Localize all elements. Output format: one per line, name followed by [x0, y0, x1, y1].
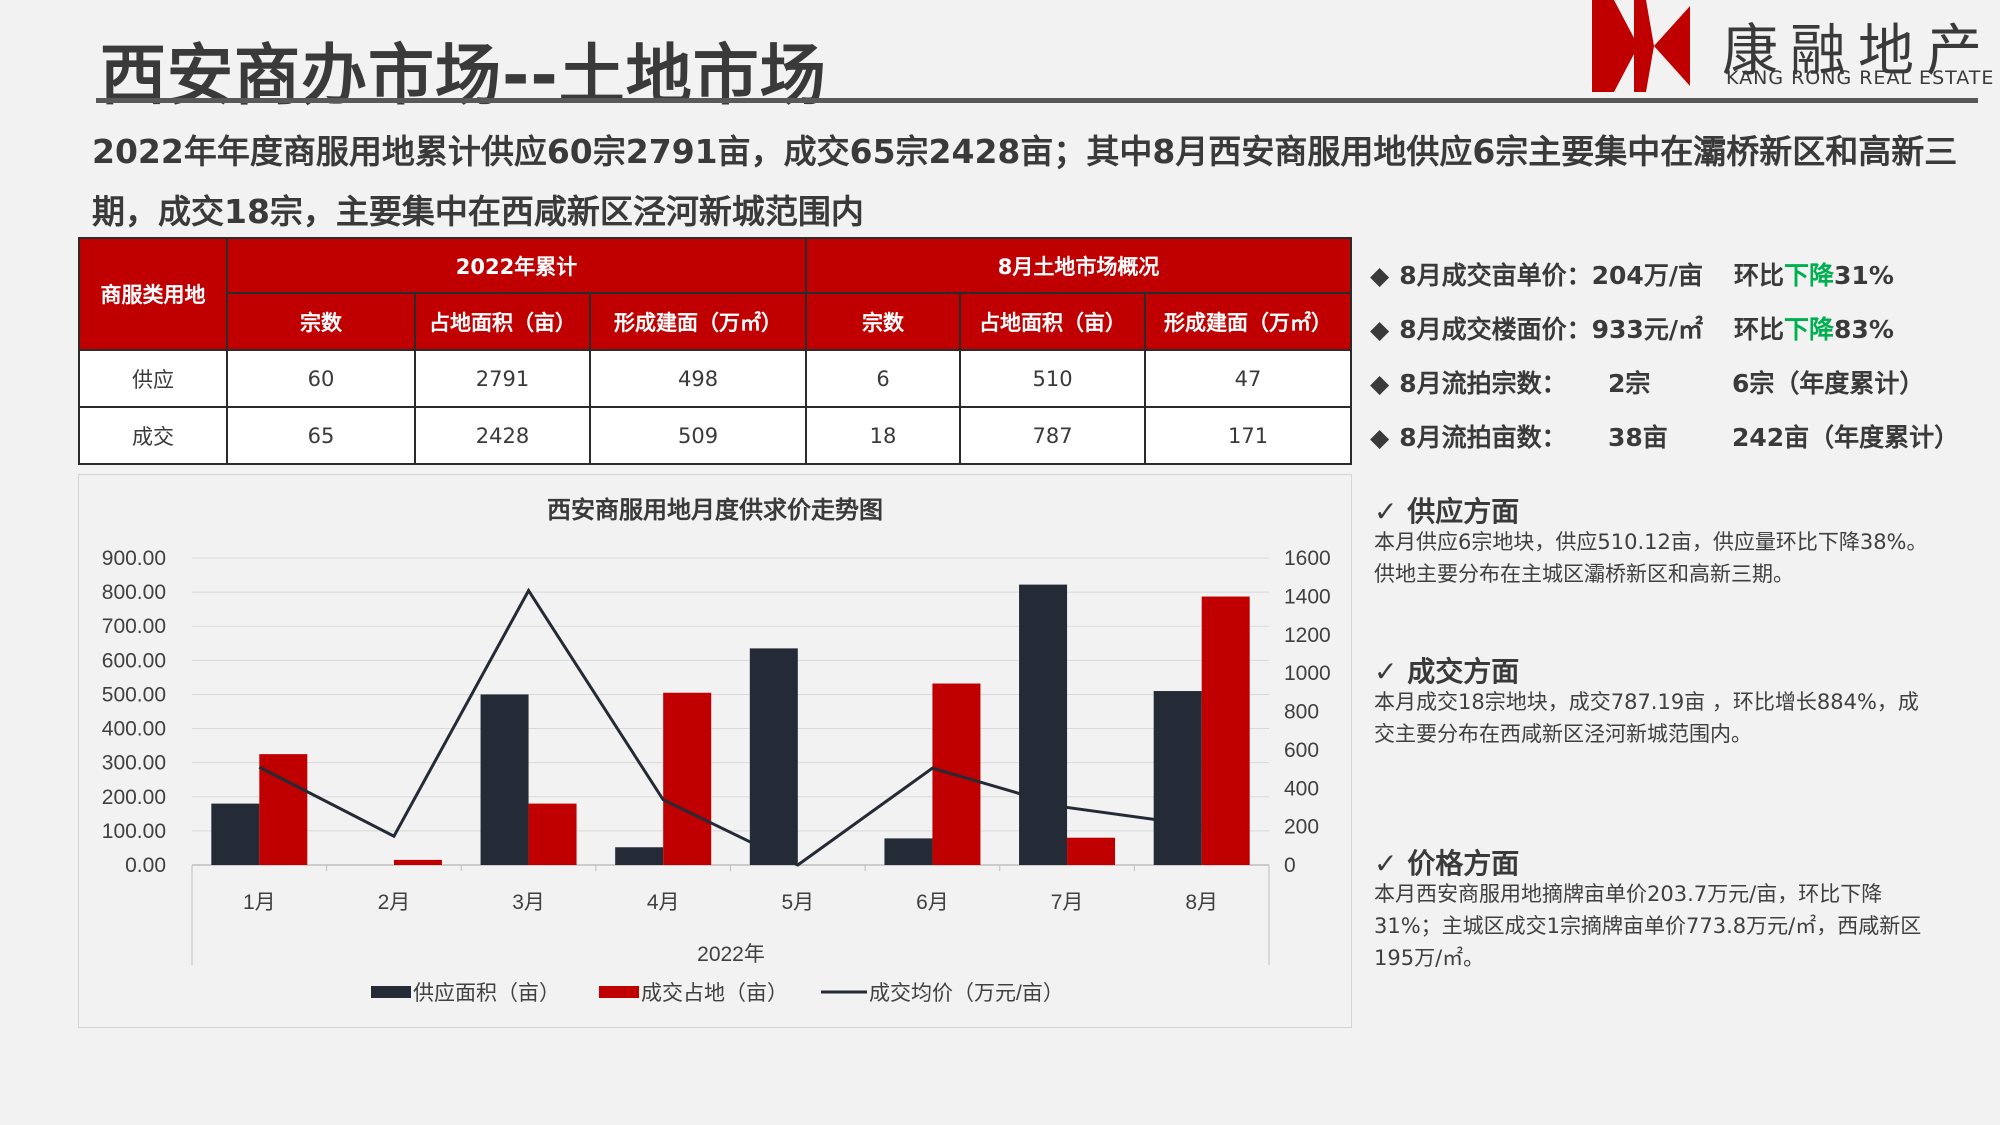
table-column-header: 占地面积（亩） — [959, 292, 1147, 351]
title-divider — [96, 98, 1978, 103]
table-row: 供应 60 2791 498 6 510 47 — [78, 349, 1353, 408]
table-column-header: 形成建面（万㎡） — [1144, 292, 1353, 351]
table-row: 成交 65 2428 509 18 787 171 — [78, 406, 1353, 465]
table-group-header-annual: 2022年累计 — [225, 237, 808, 294]
y-left-tick-label: 200.00 — [102, 786, 166, 809]
page-title: 西安商办市场--土地市场 — [100, 37, 827, 114]
section-price-title: ✓ 价格方面 — [1374, 847, 1520, 880]
table-cell: 2791 — [414, 349, 591, 408]
x-tick-label: 6月 — [916, 891, 949, 914]
price-line — [258, 587, 1202, 867]
table-cell: 65 — [226, 406, 416, 465]
bar-deal — [1201, 596, 1250, 865]
bar-deal — [663, 692, 712, 865]
table-group-header-august: 8月土地市场概况 — [805, 237, 1353, 294]
table-cell: 2428 — [414, 406, 591, 465]
diamond-bullet-icon: ◆ — [1370, 315, 1390, 344]
legend-label: 成交均价（万元/亩） — [869, 982, 1064, 1005]
bar-supply — [1019, 584, 1068, 865]
bar-deal — [528, 803, 577, 865]
kpi-floor-price: ◆ 8月成交楼面价：933元/㎡ 环比下降83% — [1370, 315, 1894, 344]
bar-supply — [480, 694, 529, 865]
x-tick-label: 4月 — [647, 891, 680, 914]
table-cell: 509 — [588, 406, 808, 465]
logo-text-cn: 康融地产 — [1722, 19, 1994, 84]
x-tick-label: 7月 — [1051, 891, 1084, 914]
combo-chart: 西安商服用地月度供求价走势图 900.00 800.00 700.00 600.00 50… — [102, 496, 1331, 1005]
y-right-tick-label: 200 — [1284, 816, 1319, 839]
kpi-failed-area: ◆ 8月流拍亩数： 38亩 242亩（年度累计） — [1370, 423, 1960, 452]
table-column-header: 形成建面（万㎡） — [588, 292, 808, 351]
legend-label: 供应面积（亩） — [413, 982, 560, 1005]
table-column-header: 宗数 — [226, 292, 416, 351]
section-supply-text: 本月供应6宗地块，供应510.12亩，供应量环比下降38%。供地主要分布在主城区… — [1374, 530, 1928, 586]
chart-title: 西安商服用地月度供求价走势图 — [547, 496, 883, 524]
x-tick-label: 1月 — [243, 891, 276, 914]
y-left-tick-label: 100.00 — [102, 820, 166, 843]
y-right-tick-label: 0 — [1284, 854, 1296, 877]
y-right-tick-label: 1400 — [1284, 585, 1331, 608]
kpi-failed-count: ◆ 8月流拍宗数： 2宗 6宗（年度累计） — [1370, 369, 1925, 398]
x-tick-label: 8月 — [1185, 891, 1218, 914]
logo-icon — [1592, 0, 1690, 92]
bar-supply — [749, 648, 798, 865]
section-deal-text: 本月成交18宗地块，成交787.19亩 ，环比增长884%，成交主要分布在西咸新… — [1374, 690, 1919, 746]
table-cell: 787 — [959, 406, 1147, 465]
x-tick-label: 5月 — [781, 891, 814, 914]
y-left-tick-label: 800.00 — [102, 581, 166, 604]
y-left-tick-label: 400.00 — [102, 718, 166, 741]
table-cell: 47 — [1144, 349, 1353, 408]
y-left-tick-label: 900.00 — [102, 547, 166, 570]
chart-panel: 西安商服用地月度供求价走势图 900.00 800.00 700.00 600.00 50… — [78, 474, 1352, 1028]
table-cell: 498 — [588, 349, 808, 408]
table-cell: 60 — [226, 349, 416, 408]
check-icon: ✓ — [1374, 495, 1408, 528]
check-icon: ✓ — [1374, 655, 1408, 688]
kpi-unit-price: ◆ 8月成交亩单价：204万/亩 环比下降31% — [1370, 261, 1894, 290]
logo-text-en: KANG RONG REAL ESTATE — [1726, 67, 1995, 89]
table-column-header: 宗数 — [805, 292, 962, 351]
land-market-table: 商服类用地 2022年累计 8月土地市场概况 宗数 占地面积（亩） 形成建面（万… — [78, 237, 1353, 465]
bar-supply — [1153, 691, 1202, 865]
y-right-tick-label: 1600 — [1284, 547, 1331, 570]
y-left-tick-label: 300.00 — [102, 752, 166, 775]
table-cell: 18 — [805, 406, 962, 465]
table-cell: 510 — [959, 349, 1147, 408]
y-left-tick-label: 600.00 — [102, 649, 166, 672]
y-left-tick-label: 0.00 — [125, 854, 166, 877]
y-right-tick-label: 1200 — [1284, 624, 1331, 647]
x-tick-label: 3月 — [512, 891, 545, 914]
section-supply-title: ✓ 供应方面 — [1374, 495, 1520, 528]
y-right-tick-label: 800 — [1284, 701, 1319, 724]
table-cell: 6 — [805, 349, 962, 408]
headline-summary: 2022年年度商服用地累计供应60宗2791亩，成交65宗2428亩；其中8月西… — [92, 132, 1958, 231]
y-right-tick-label: 600 — [1284, 739, 1319, 762]
x-axis-label: 2022年 — [697, 943, 765, 966]
bar-supply — [884, 838, 933, 865]
y-right-tick-label: 400 — [1284, 777, 1319, 800]
y-right-tick-label: 1000 — [1284, 662, 1331, 685]
bar-deal — [1067, 837, 1116, 865]
diamond-bullet-icon: ◆ — [1370, 369, 1390, 398]
diamond-bullet-icon: ◆ — [1370, 423, 1390, 452]
bar-supply — [211, 803, 260, 865]
table-column-header: 占地面积（亩） — [414, 292, 591, 351]
row-label: 供应 — [78, 349, 228, 408]
row-label: 成交 — [78, 406, 228, 465]
legend-swatch — [371, 986, 411, 998]
y-left-tick-label: 700.00 — [102, 615, 166, 638]
bar-supply — [615, 847, 664, 865]
legend-swatch — [599, 986, 639, 998]
table-cell: 171 — [1144, 406, 1353, 465]
y-left-tick-label: 500.00 — [102, 683, 166, 706]
diamond-bullet-icon: ◆ — [1370, 261, 1390, 290]
check-icon: ✓ — [1374, 847, 1408, 880]
table-corner-header: 商服类用地 — [78, 237, 228, 351]
bar-deal — [393, 859, 442, 865]
legend-label: 成交占地（亩） — [641, 982, 788, 1005]
section-price-text: 本月西安商服用地摘牌亩单价203.7万元/亩，环比下降31%；主城区成交1宗摘牌… — [1374, 882, 1922, 970]
section-deal-title: ✓ 成交方面 — [1374, 655, 1520, 688]
x-tick-label: 2月 — [378, 891, 411, 914]
